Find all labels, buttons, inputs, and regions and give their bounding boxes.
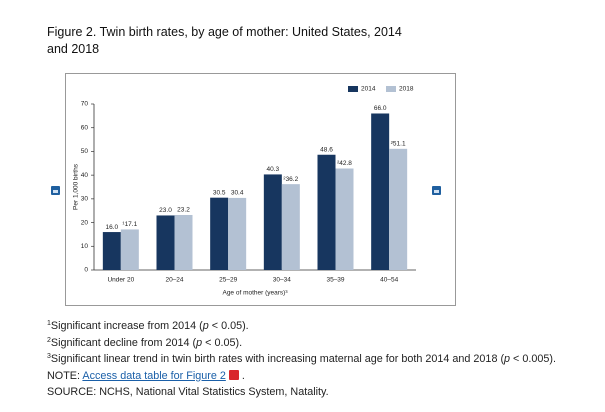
footnotes: 1Significant increase from 2014 (p < 0.0… (47, 318, 556, 401)
y-tick-label: 20 (81, 219, 89, 226)
y-tick-label: 0 (84, 267, 88, 274)
data-table-link[interactable]: Access data table for Figure 2 (82, 369, 226, 382)
x-tick-label: 40–54 (380, 277, 398, 284)
footnote-marker: 1 (47, 320, 51, 327)
value-label: ¹17.1 (122, 221, 137, 228)
legend-swatch (386, 86, 396, 92)
chart: 0 10 20 30 40 50 60 70 Per 1,000 births Age of mo… (73, 86, 416, 297)
footnote: 2Significant decline from 2014 (p < 0.05… (47, 335, 556, 352)
x-axis-label: Age of mother (years)³ (222, 290, 288, 297)
y-tick-label: 30 (81, 196, 89, 203)
value-label: 30.5 (213, 189, 226, 196)
value-label: 40.3 (267, 166, 280, 173)
y-tick-label: 40 (81, 172, 89, 179)
value-label: 23.0 (159, 207, 172, 214)
value-label: 23.2 (177, 207, 190, 214)
bar (281, 184, 300, 270)
bar (120, 229, 139, 270)
x-tick-label: Under 20 (107, 277, 134, 284)
footnote-text: Significant linear trend in twin birth r… (50, 353, 505, 366)
image-icon (432, 186, 441, 195)
legend-label: 2014 (361, 86, 376, 93)
value-label: 30.4 (231, 190, 244, 197)
image-icon (51, 186, 60, 195)
bar (102, 232, 121, 270)
footnote: 3Significant linear trend in twin birth … (47, 351, 556, 368)
value-label: ²51.1 (391, 141, 406, 148)
footnote-text: Significant increase from 2014 ( (50, 320, 203, 332)
bar (263, 174, 282, 270)
footnote-marker: 2 (47, 336, 51, 344)
bar (371, 113, 390, 270)
footnote-text: Significant decline from 2014 ( (50, 336, 197, 349)
y-tick-label: 60 (81, 124, 89, 131)
footnote-text: < 0.05). (208, 320, 249, 332)
note: NOTE: Access data table for Figure 2. (47, 368, 556, 385)
y-tick-label: 50 (81, 148, 89, 155)
bar (174, 214, 193, 270)
value-label: 66.0 (374, 105, 387, 112)
footnote-italic: p (196, 336, 203, 349)
footnote-italic: p (504, 353, 511, 366)
footnote-italic: p (202, 320, 209, 332)
x-tick-label: 30–34 (273, 277, 291, 284)
pdf-icon (228, 369, 239, 380)
bar (156, 215, 175, 270)
source: SOURCE: NCHS, National Vital Statistics … (47, 386, 329, 399)
note-end: . (241, 369, 245, 382)
x-tick-label: 25–29 (219, 277, 237, 284)
value-label: 48.6 (320, 146, 333, 153)
bar (389, 148, 408, 270)
note-label: NOTE: (47, 369, 83, 382)
legend-swatch (348, 86, 358, 92)
value-label: ²42.8 (337, 160, 352, 167)
x-tick-label: 35–39 (326, 277, 344, 284)
footnote-marker: 3 (47, 353, 51, 361)
value-label: ²36.2 (283, 176, 298, 183)
bar (317, 154, 336, 270)
footnote-text: < 0.05). (202, 336, 243, 349)
bar (335, 168, 354, 270)
legend-label: 2018 (399, 86, 414, 93)
y-tick-label: 10 (81, 243, 89, 250)
y-axis-label: Per 1,000 births (73, 163, 80, 210)
bar (210, 197, 229, 270)
x-tick-label: 20–24 (165, 277, 183, 284)
figure-title: Figure 2. Twin birth rates, by age of mo… (47, 25, 402, 56)
chart-frame: 0 10 20 30 40 50 60 70 Per 1,000 births Age of mo… (65, 73, 456, 306)
bar (228, 197, 247, 270)
footnote-text: < 0.005). (510, 353, 556, 366)
value-label: 16.0 (106, 224, 119, 231)
y-tick-label: 70 (81, 101, 89, 108)
footnote: 1Significant increase from 2014 (p < 0.0… (47, 318, 556, 335)
